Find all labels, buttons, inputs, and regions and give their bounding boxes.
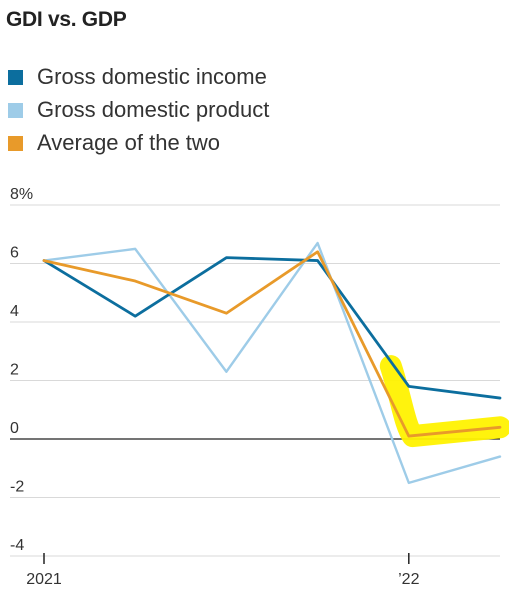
highlight-marker <box>379 355 509 448</box>
legend-item-average: Average of the two <box>8 126 269 159</box>
x-tick-label: 2021 <box>26 571 62 588</box>
gdp-line <box>42 241 502 485</box>
legend-item-gdp: Gross domestic product <box>8 93 269 126</box>
y-tick-label: -2 <box>10 479 24 496</box>
legend-label-average: Average of the two <box>37 129 221 155</box>
gdi-line <box>42 256 502 400</box>
legend-swatch-gdi <box>8 70 23 85</box>
legend-label-gdi: Gross domestic income <box>37 63 267 89</box>
y-tick-label: 4 <box>10 303 19 320</box>
chart-title: GDI vs. GDP <box>6 8 127 31</box>
x-tick-label: ’22 <box>398 571 419 588</box>
legend-swatch-average <box>8 136 23 151</box>
y-tick-label: 2 <box>10 362 19 379</box>
y-tick-label: -4 <box>10 537 24 554</box>
legend: Gross domestic income Gross domestic pro… <box>8 60 269 159</box>
y-tick-label: 8% <box>10 186 33 203</box>
legend-label-gdp: Gross domestic product <box>37 96 270 122</box>
y-tick-label: 0 <box>10 420 19 437</box>
y-tick-label: 6 <box>10 245 19 262</box>
legend-item-gdi: Gross domestic income <box>8 60 269 93</box>
average-line <box>42 250 502 438</box>
legend-swatch-gdp <box>8 103 23 118</box>
